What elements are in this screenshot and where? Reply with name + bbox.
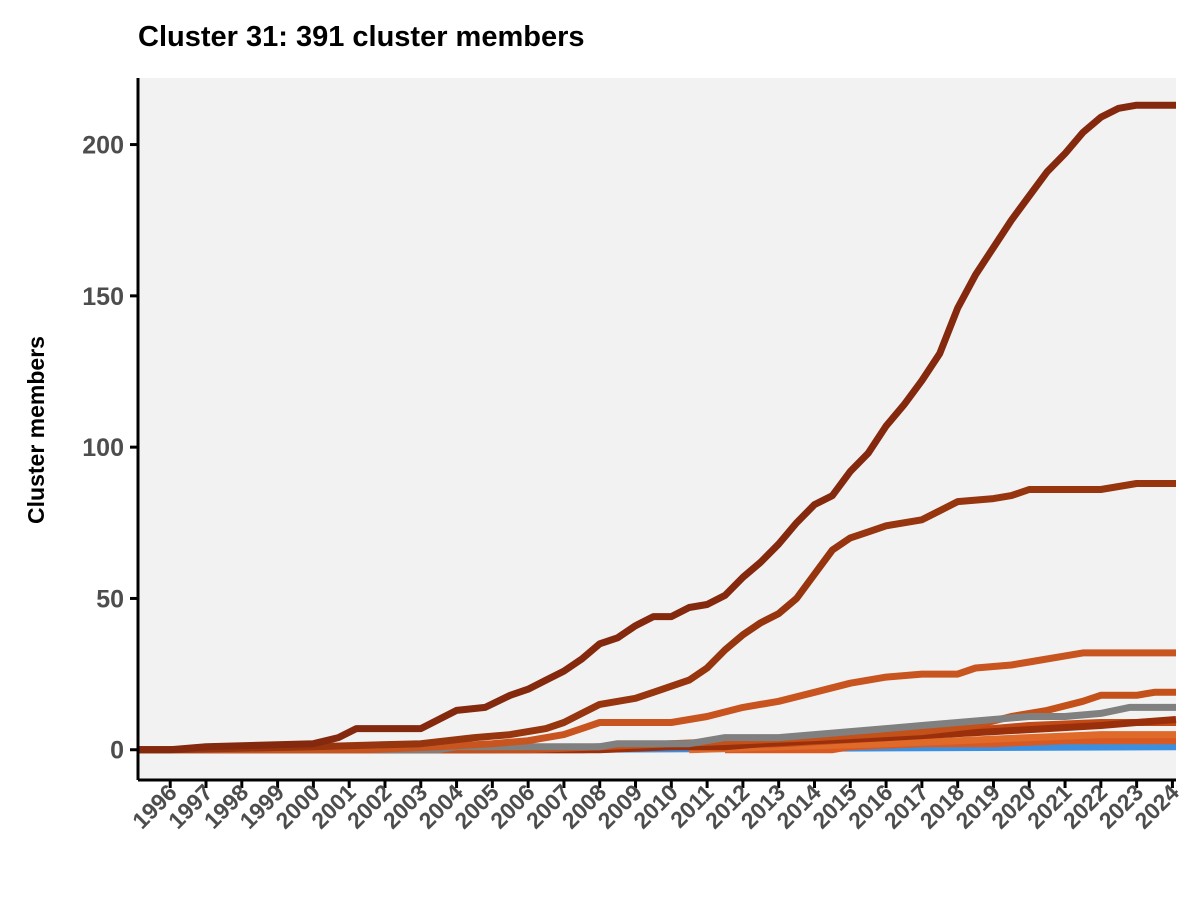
x-axis-ticks: 1996199719981999200020012002200320042005… bbox=[127, 779, 1184, 834]
chart-title: Cluster 31: 391 cluster members bbox=[138, 21, 585, 53]
y-axis-label: Cluster members bbox=[23, 336, 49, 524]
y-tick-label: 50 bbox=[96, 585, 124, 613]
y-tick-label: 0 bbox=[110, 737, 124, 765]
y-tick-label: 100 bbox=[82, 434, 124, 462]
series-line-8 bbox=[138, 649, 1176, 754]
series-line-7 bbox=[138, 703, 1176, 754]
y-axis-ticks: 0 50 100 150 200 bbox=[82, 132, 138, 765]
series-line-9 bbox=[138, 480, 1176, 754]
y-tick-label: 150 bbox=[82, 283, 124, 311]
series-line-10 bbox=[138, 101, 1176, 754]
y-tick-label: 200 bbox=[82, 132, 124, 160]
plot-background bbox=[138, 78, 1176, 780]
series-layer bbox=[138, 101, 1177, 754]
